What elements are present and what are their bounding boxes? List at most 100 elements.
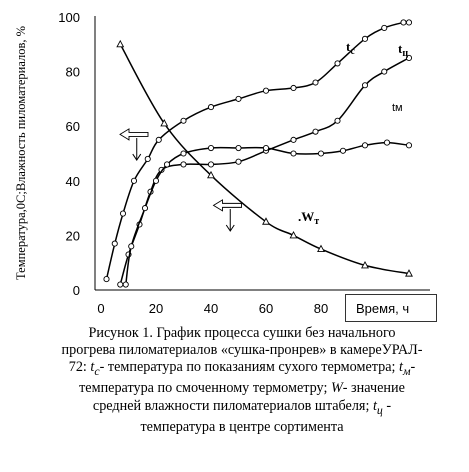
caption-text: 72: xyxy=(68,359,91,376)
data-point xyxy=(207,161,215,168)
caption-line-1: Рисунок 1. График процесса сушки без нач… xyxy=(88,325,396,341)
data-point xyxy=(122,281,129,288)
x-tick-label: 80 xyxy=(314,301,328,316)
data-point xyxy=(235,158,242,165)
data-point xyxy=(381,68,388,75)
arrow-left-icon xyxy=(212,199,242,212)
figure-caption: Рисунок 1. График процесса сушки без нач… xyxy=(22,325,462,436)
data-point xyxy=(289,230,298,239)
caption-line-3: 72: tc- температура по показаниям сухого… xyxy=(22,359,462,380)
data-point xyxy=(400,19,407,26)
data-point xyxy=(116,39,125,48)
data-point xyxy=(111,240,118,247)
caption-symbol-tm: t xyxy=(399,359,403,376)
y-tick-label: 80 xyxy=(66,65,80,80)
caption-text: - значение xyxy=(342,380,405,397)
data-point xyxy=(119,210,127,217)
y-tick-labels: 0 20 40 60 80 100 xyxy=(58,10,80,298)
data-point xyxy=(290,150,297,157)
chart: Температура,0С;Влажность пиломатериалов,… xyxy=(14,10,430,316)
data-point xyxy=(312,79,319,86)
data-point xyxy=(361,260,369,269)
data-point xyxy=(180,117,187,124)
x-tick-labels: 0 20 40 60 80 xyxy=(97,301,328,316)
series-label: tc xyxy=(346,39,355,57)
data-point xyxy=(160,119,169,127)
data-point xyxy=(117,281,124,288)
data-point xyxy=(334,117,341,124)
data-point xyxy=(130,177,138,184)
data-point xyxy=(152,177,160,184)
plot-frame xyxy=(94,16,430,291)
caption-line-2: прогрева пиломатериалов «сушка-пронрев» … xyxy=(61,342,423,359)
series-layer xyxy=(103,19,413,288)
data-point xyxy=(405,54,413,62)
y-tick-label: 100 xyxy=(58,10,80,25)
data-point xyxy=(207,104,215,111)
caption-symbol-tc2-sub: ц xyxy=(376,402,383,417)
series-label: .Wт xyxy=(298,209,319,227)
data-point xyxy=(317,244,325,253)
caption-text: - температура по показаниям сухого термо… xyxy=(99,359,400,376)
series-2 xyxy=(122,139,413,288)
arrow-down-head xyxy=(132,153,142,161)
caption-line-5: средней влажности пиломатериалов штабеля… xyxy=(22,398,462,419)
series-line xyxy=(119,43,410,275)
series-label-sub: ц xyxy=(402,48,408,59)
data-point xyxy=(144,155,151,163)
data-point xyxy=(334,60,341,67)
data-point xyxy=(235,144,242,152)
data-point xyxy=(339,147,347,154)
arrow-left-icon xyxy=(119,128,149,141)
data-point xyxy=(207,144,215,152)
caption-symbol-w: W xyxy=(330,380,343,397)
arrow-down-head xyxy=(225,224,235,232)
y-tick-label: 40 xyxy=(66,174,80,189)
series-label-main: t xyxy=(346,39,351,54)
data-point xyxy=(128,243,135,250)
y-tick-label: 60 xyxy=(66,119,80,134)
data-point xyxy=(317,150,325,157)
data-point xyxy=(235,95,242,102)
x-tick-label: 40 xyxy=(204,301,218,316)
data-point xyxy=(262,87,270,94)
series-line xyxy=(105,21,410,280)
data-point xyxy=(405,142,413,149)
caption-line-6: температура в центре сортимента xyxy=(140,418,344,435)
y-tick-label: 0 xyxy=(73,283,80,298)
data-point xyxy=(290,84,297,92)
series-label-main: .W xyxy=(298,209,314,224)
data-point xyxy=(405,19,413,26)
caption-text: температура по смоченному термометру; xyxy=(79,380,331,397)
caption-text: - xyxy=(410,359,416,376)
data-point xyxy=(180,150,187,157)
caption-symbol-tm-sub: м xyxy=(402,364,411,379)
data-point xyxy=(180,161,187,168)
caption-symbol-tc-sub: c xyxy=(94,364,100,379)
caption-text: средней влажности пиломатериалов штабеля… xyxy=(92,397,373,414)
data-point xyxy=(381,24,388,31)
data-point xyxy=(103,276,110,283)
x-axis-label: Время, ч xyxy=(345,294,437,322)
arrows-layer xyxy=(119,128,242,232)
y-tick-label: 20 xyxy=(66,228,80,243)
data-point xyxy=(141,205,149,212)
caption-symbol-tc: t xyxy=(90,359,95,376)
data-point xyxy=(163,161,171,168)
caption-symbol-tc2: t xyxy=(372,397,377,414)
series-label-sub: т xyxy=(314,216,319,227)
data-point xyxy=(207,170,215,179)
series-3 xyxy=(116,39,413,277)
series-label-sub: c xyxy=(350,46,355,57)
data-point xyxy=(361,35,369,42)
series-label-main: t xyxy=(398,41,403,56)
series-label: tц xyxy=(398,41,408,59)
data-point xyxy=(262,144,270,152)
series-0 xyxy=(103,19,413,283)
data-point xyxy=(290,136,297,143)
x-tick-label: 0 xyxy=(97,301,104,316)
y-axis-label: Температура,0С;Влажность пиломатериалов,… xyxy=(14,26,28,280)
x-tick-label: 60 xyxy=(259,301,273,316)
data-point xyxy=(262,217,270,225)
